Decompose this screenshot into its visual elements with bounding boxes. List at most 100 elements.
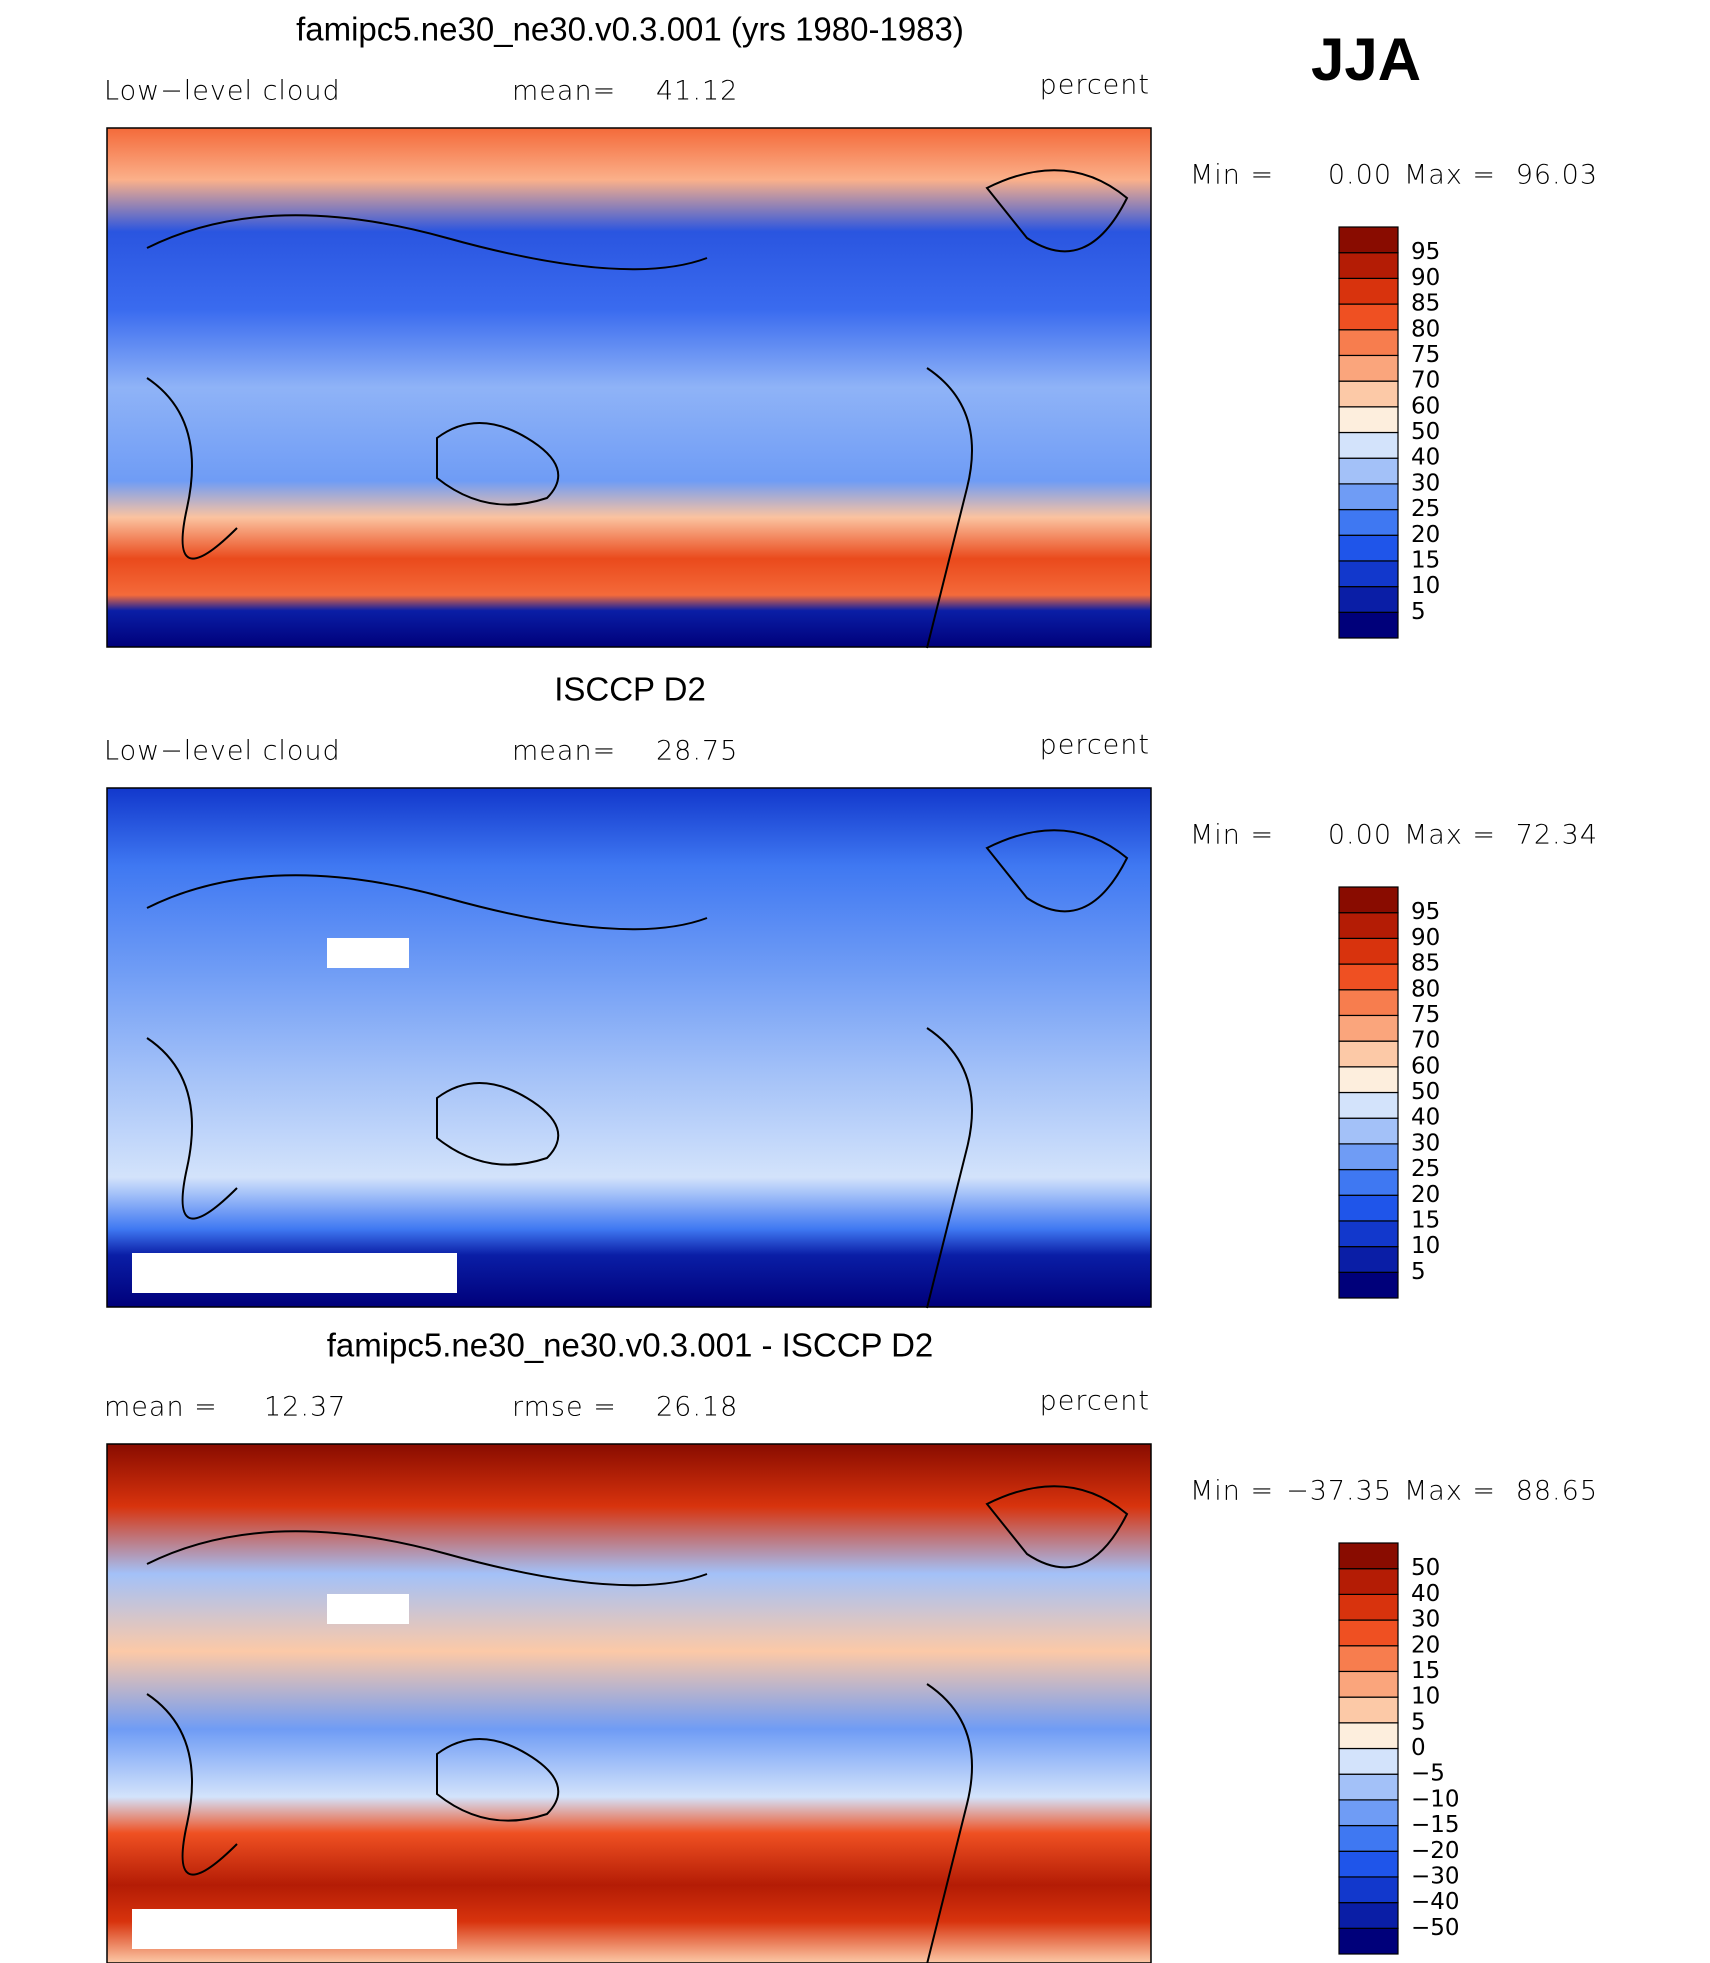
colorbar-box [1338,1542,1399,1570]
colorbar-box [1338,1194,1399,1222]
units: percent [1040,1386,1150,1417]
colorbar-box [1338,431,1399,459]
panel-title: famipc5.ne30_ne30.v0.3.001 (yrs 1980-198… [296,11,964,48]
colorbar-box [1338,1143,1399,1171]
stat-label: mean = [104,1392,218,1423]
colorbar-label: −50 [1411,1915,1460,1941]
min-value: 0.00 [1328,160,1392,191]
colorbar-label: 50 [1411,1079,1440,1105]
colorbar-label: 80 [1411,316,1440,342]
colorbar-label: 90 [1411,925,1440,951]
min-label: Min = [1190,1476,1274,1507]
stat-label: Low−level cloud [104,736,341,767]
colorbar-box [1338,1091,1399,1119]
stat-label: mean= [512,736,616,767]
colorbar-box [1338,1722,1399,1750]
colorbar-label: 95 [1411,239,1440,265]
colorbar-box [1338,1568,1399,1595]
colorbar-box [1338,963,1399,991]
colorbar-label: 25 [1411,496,1440,522]
min-value: 0.00 [1328,820,1392,851]
season: JJA [1311,26,1421,93]
colorbar-label: 20 [1411,1632,1440,1658]
colorbar-label: 5 [1411,1709,1426,1735]
colorbar-label: −10 [1411,1786,1460,1812]
missing-data [327,1594,409,1624]
min-value: −37.35 [1286,1476,1392,1507]
colorbar-box [1338,226,1399,254]
units: percent [1040,730,1150,761]
colorbar-label: 10 [1411,573,1440,599]
colorbar-label: 60 [1411,393,1440,419]
colorbar-box [1338,1117,1399,1145]
colorbar-box [1338,586,1399,613]
missing-data [327,938,409,968]
colorbar-box [1338,1747,1399,1775]
max-value: 96.03 [1516,160,1598,191]
colorbar-box [1338,1593,1399,1621]
colorbar-label: 60 [1411,1053,1440,1079]
max-value: 72.34 [1516,820,1598,851]
colorbar-label: 85 [1411,951,1440,977]
colorbar-box [1338,534,1399,562]
coastline [146,829,1129,1309]
panel-title: famipc5.ne30_ne30.v0.3.001 - ISCCP D2 [327,1327,934,1364]
colorbar-box [1338,611,1399,639]
colorbar-label: −40 [1411,1889,1460,1915]
stat-value: 12.37 [264,1392,346,1423]
map-frame [106,127,1152,648]
colorbar-label: 15 [1411,1207,1440,1233]
colorbar-box [1338,457,1399,485]
map-field [107,128,1151,647]
colorbar-box [1338,508,1399,536]
stat-label: Low−level cloud [104,76,341,107]
colorbar-box [1338,1271,1399,1299]
colorbar-label: 70 [1411,368,1440,394]
colorbar-label: 40 [1411,1105,1440,1131]
map-frame [106,787,1152,1308]
panel-title: ISCCP D2 [554,671,706,708]
colorbar-box [1338,1927,1399,1955]
colorbar-label: 95 [1411,899,1440,925]
colorbar-label: 30 [1411,1607,1440,1633]
colorbar-label: 5 [1411,1259,1426,1285]
stat-label: rmse = [512,1392,617,1423]
colorbar-box [1338,380,1399,408]
coastline [146,169,1129,649]
colorbar-box [1338,1696,1399,1724]
colorbar-label: 5 [1411,599,1426,625]
missing-data [132,1909,457,1949]
colorbar-box [1338,989,1399,1017]
colorbar-label: 40 [1411,1581,1440,1607]
colorbar-box [1338,1645,1399,1673]
colorbar-box [1338,1773,1399,1801]
colorbar-box [1338,1619,1399,1647]
colorbar-box [1338,1168,1399,1196]
colorbar-box [1338,560,1399,588]
colorbar-label: 70 [1411,1028,1440,1054]
colorbar-box [1338,1220,1399,1248]
colorbar-label: 20 [1411,522,1440,548]
colorbar-label: −30 [1411,1863,1460,1889]
max-value: 88.65 [1516,1476,1598,1507]
colorbar-box [1338,1670,1399,1698]
colorbar-box [1338,886,1399,914]
colorbar-box [1338,252,1399,279]
colorbar-label: 40 [1411,445,1440,471]
colorbar-label: −15 [1411,1812,1460,1838]
min-label: Min = [1190,820,1274,851]
max-label: Max = [1404,820,1496,851]
colorbar-box [1338,1066,1399,1094]
colorbar-label: 30 [1411,1130,1440,1156]
colorbar-label: 30 [1411,470,1440,496]
colorbar-box [1338,1014,1399,1042]
colorbar-box [1338,354,1399,382]
map-field [107,788,1151,1307]
colorbar-label: 20 [1411,1182,1440,1208]
colorbar-box [1338,1246,1399,1273]
colorbar-box [1338,937,1399,965]
colorbar-box [1338,277,1399,305]
stat-value: 41.12 [656,76,738,107]
